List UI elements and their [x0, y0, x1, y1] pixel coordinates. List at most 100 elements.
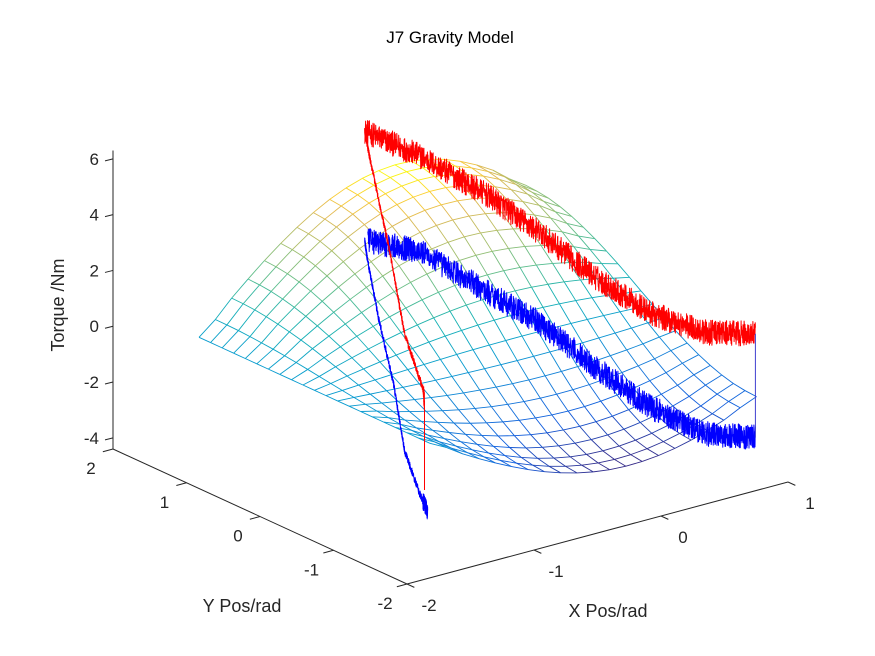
mesh-segment: [688, 384, 706, 397]
mesh-segment: [607, 294, 621, 313]
mesh-segment: [484, 368, 497, 388]
mesh-segment: [312, 348, 325, 358]
mesh-segment: [282, 298, 295, 308]
mesh-segment: [428, 335, 446, 343]
mesh-segment: [559, 300, 576, 305]
mesh-segment: [328, 335, 341, 348]
mesh-segment: [493, 445, 510, 448]
mesh-segment: [503, 270, 516, 292]
mesh-segment: [378, 164, 396, 172]
mesh-segment: [493, 319, 507, 341]
mesh-segment: [455, 165, 468, 175]
mesh-segment: [597, 458, 615, 464]
mesh-segment: [496, 383, 513, 388]
mesh-segment: [432, 429, 450, 433]
mesh-segment: [369, 393, 383, 404]
mesh-segment: [456, 349, 474, 355]
mesh-segment: [455, 445, 473, 451]
mesh-segment: [588, 384, 602, 402]
mesh-segment: [555, 211, 572, 217]
mesh-segment: [424, 204, 442, 211]
mesh-segment: [590, 439, 604, 452]
mesh-segment: [522, 201, 535, 216]
mesh-segment: [245, 358, 257, 365]
mesh-segment: [565, 464, 582, 467]
mesh-segment: [629, 276, 642, 292]
mesh-segment: [325, 395, 338, 402]
mesh-segment: [520, 184, 533, 193]
mesh-segment: [344, 323, 358, 337]
mesh-segment: [507, 404, 520, 421]
mesh-segment: [416, 324, 430, 343]
mesh-segment: [331, 236, 349, 252]
mesh-segment: [385, 185, 402, 195]
mesh-segment: [338, 286, 351, 300]
mesh-segment: [310, 290, 323, 302]
mesh-segment: [433, 317, 446, 337]
mesh-segment: [552, 262, 569, 264]
mesh-segment: [289, 331, 302, 341]
y-tick: [176, 482, 187, 486]
mesh-segment: [556, 393, 569, 412]
mesh-segment: [559, 206, 573, 217]
mesh-segment: [406, 171, 419, 181]
mesh-segment: [619, 311, 632, 329]
mesh-segment: [536, 190, 549, 199]
mesh-segment: [602, 445, 620, 452]
mesh-segment: [665, 372, 678, 386]
mesh-segment: [440, 354, 457, 360]
mesh-segment: [476, 443, 489, 454]
mesh-segment: [381, 400, 399, 404]
mesh-segment: [287, 273, 300, 283]
mesh-segment: [555, 211, 568, 224]
mesh-segment: [491, 403, 508, 408]
mesh-segment: [500, 360, 518, 366]
mesh-segment: [468, 368, 485, 374]
z-tick-label: 2: [90, 261, 99, 280]
mesh-segment: [396, 204, 409, 218]
mesh-segment: [551, 414, 564, 431]
mesh-segment: [467, 452, 484, 458]
mesh-segment: [572, 389, 585, 407]
red-trajectory-line: [364, 128, 425, 409]
mesh-segment: [556, 389, 574, 395]
mesh-segment: [744, 390, 757, 398]
mesh-segment: [494, 186, 512, 191]
mesh-segment: [305, 315, 318, 327]
mesh-segment: [517, 355, 534, 361]
mesh-segment: [598, 332, 616, 339]
mesh-segment: [442, 409, 459, 412]
mesh-segment: [422, 167, 435, 177]
mesh-segment: [707, 419, 725, 432]
mesh-segment: [277, 306, 295, 325]
y-tick: [249, 516, 261, 520]
mesh-segment: [521, 456, 538, 459]
mesh-segment: [635, 439, 648, 450]
mesh-segment: [364, 213, 381, 225]
mesh-segment: [586, 319, 600, 339]
mesh-segment: [686, 342, 700, 355]
mesh-segment: [572, 384, 590, 391]
mesh-segment: [356, 325, 374, 337]
mesh-segment: [618, 445, 631, 455]
mesh-segment: [425, 410, 438, 423]
mesh-segment: [497, 435, 510, 448]
x-tick-label: -1: [548, 562, 563, 581]
mesh-segment: [511, 466, 529, 470]
mesh-segment: [523, 397, 541, 402]
mesh-segment: [409, 411, 422, 422]
mesh-segment: [404, 419, 422, 422]
mesh-segment: [319, 366, 336, 377]
mesh-segment: [368, 348, 381, 363]
mesh-segment: [515, 286, 532, 292]
mesh-segment: [414, 397, 431, 401]
mesh-segment: [605, 372, 623, 380]
mesh-segment: [401, 179, 419, 187]
mesh-segment: [372, 316, 390, 327]
mesh-segment: [374, 374, 392, 381]
mesh-segment: [512, 383, 525, 402]
mesh-segment: [342, 390, 355, 398]
mesh-segment: [352, 213, 365, 225]
mesh-segment: [531, 286, 544, 308]
x-tick-label: 1: [805, 494, 814, 513]
